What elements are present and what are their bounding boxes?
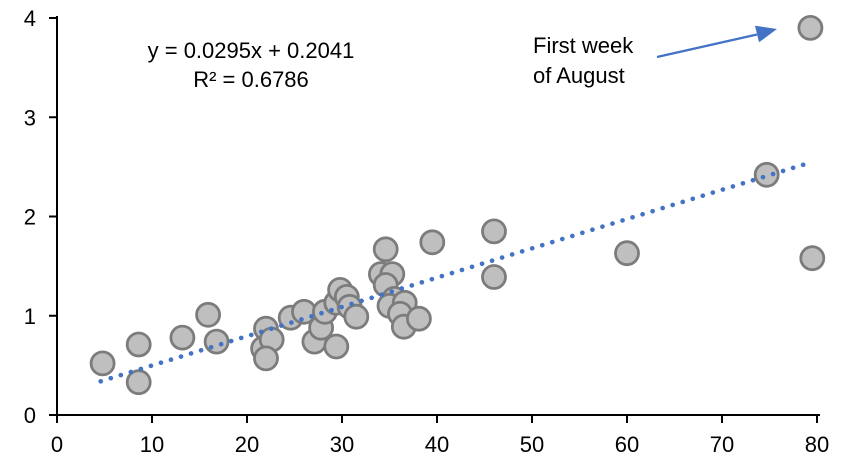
x-tick-label: 20 <box>235 432 259 457</box>
scatter-point <box>125 331 152 358</box>
annotation-line-2: of August <box>533 63 625 88</box>
scatter-point <box>481 264 507 290</box>
annotation-arrow <box>656 25 777 59</box>
x-tick-label: 30 <box>330 432 354 457</box>
scatter-point <box>203 328 230 355</box>
scatter-point <box>797 14 824 41</box>
x-tick-label: 0 <box>51 432 63 457</box>
r-squared-text: R² = 0.6786 <box>193 67 309 92</box>
y-tick-label: 1 <box>24 304 36 329</box>
annotation-line-1: First week <box>533 33 634 58</box>
x-tick-label: 40 <box>425 432 449 457</box>
scatter-point <box>169 324 196 351</box>
scatter-point <box>419 229 446 256</box>
x-tick-label: 70 <box>710 432 734 457</box>
arrow-shaft <box>656 33 758 59</box>
x-tick-label: 80 <box>805 432 829 457</box>
axes: 0 10 20 30 40 50 60 70 80 0 1 2 3 4 <box>24 6 829 457</box>
y-tick-label: 2 <box>24 205 36 230</box>
y-tick-label: 4 <box>24 6 36 31</box>
x-tick-label: 60 <box>615 432 639 457</box>
scatter-points <box>89 14 826 396</box>
scatter-point <box>195 301 222 328</box>
y-tick-label: 0 <box>24 403 36 428</box>
scatter-point <box>343 303 370 330</box>
scatter-point <box>372 236 399 263</box>
trendline-dotted-line <box>98 161 808 384</box>
trendline <box>98 161 808 384</box>
scatter-point <box>125 369 152 396</box>
scatter-point <box>799 245 826 272</box>
scatter-point <box>405 305 432 332</box>
y-tick-label: 3 <box>24 105 36 130</box>
x-tick-label: 10 <box>140 432 164 457</box>
annotation-text: First week of August <box>533 31 633 91</box>
scatter-point <box>753 161 780 188</box>
scatter-point <box>614 240 640 267</box>
arrow-head <box>755 25 777 43</box>
scatter-point <box>253 345 279 372</box>
scatter-point <box>481 218 507 245</box>
trendline-equation: y = 0.0295x + 0.2041 R² = 0.6786 <box>101 36 401 94</box>
x-tick-label: 50 <box>520 432 544 457</box>
scatter-point <box>89 350 116 377</box>
equation-text: y = 0.0295x + 0.2041 <box>147 38 355 63</box>
scatter-point <box>323 333 350 360</box>
